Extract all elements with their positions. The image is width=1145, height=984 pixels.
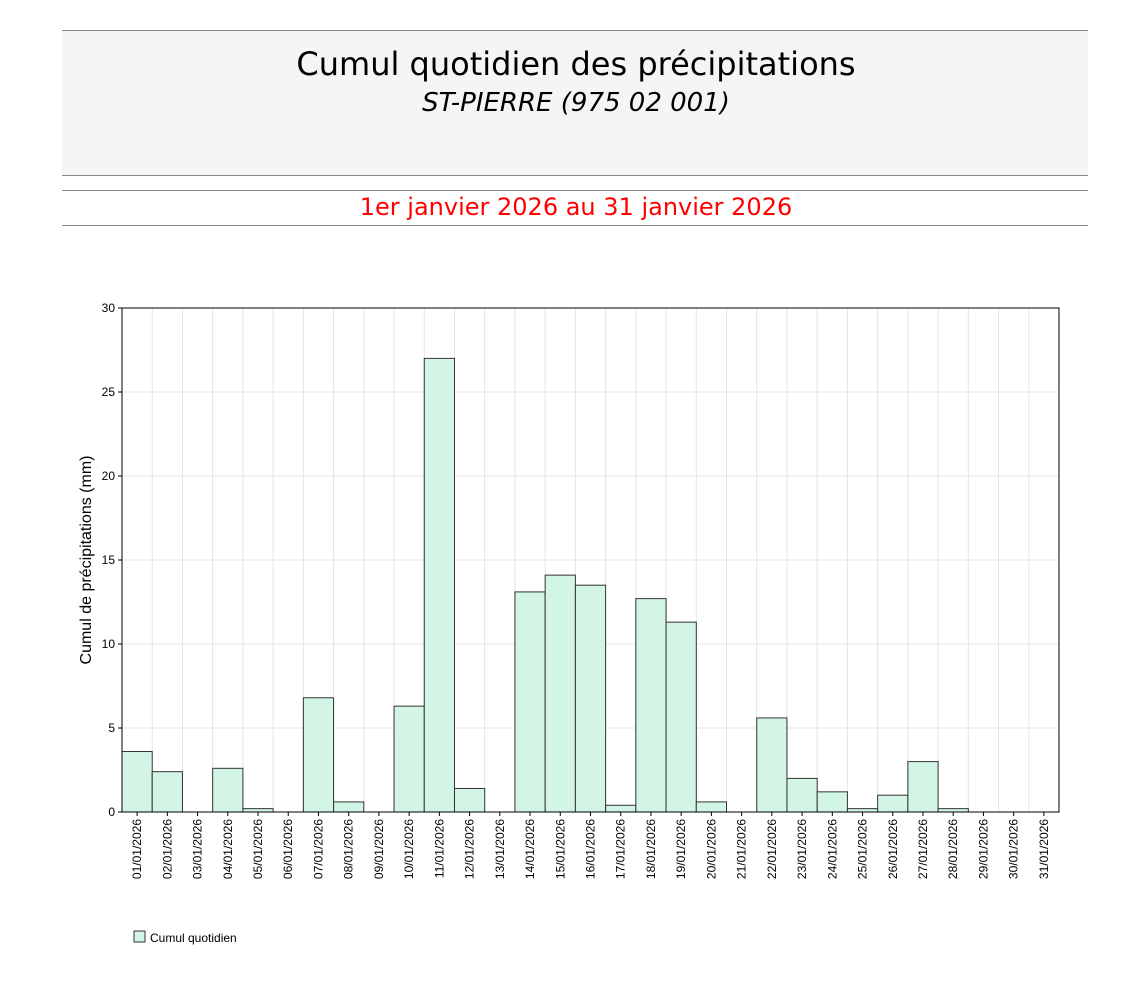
y-tick-label: 25 (102, 385, 116, 399)
header-box (62, 30, 1088, 175)
period: 1er janvier 2026 au 31 janvier 2026 (360, 193, 792, 221)
bar (121, 751, 153, 813)
x-tick-label: 10/01/2026 (402, 819, 416, 879)
x-tick-label: 14/01/2026 (523, 819, 537, 879)
legend-label: Cumul quotidien (150, 931, 237, 945)
x-tick-label: 03/01/2026 (191, 819, 205, 879)
y-tick-label: 10 (102, 637, 116, 651)
x-tick-label: 07/01/2026 (311, 819, 325, 879)
y-tick-label: 15 (102, 553, 116, 567)
x-tick-label: 04/01/2026 (221, 819, 235, 879)
y-tick-label: 30 (102, 301, 116, 315)
bar (756, 717, 788, 813)
y-tick-label: 20 (102, 469, 116, 483)
x-tick-label: 09/01/2026 (372, 819, 386, 879)
x-tick-label: 06/01/2026 (281, 819, 295, 879)
bar (453, 787, 486, 813)
bar (816, 791, 848, 813)
bar (242, 808, 274, 813)
x-tick-label: 05/01/2026 (251, 819, 265, 879)
bar (786, 777, 818, 813)
x-tick-label: 01/01/2026 (130, 819, 144, 879)
x-tick-label: 21/01/2026 (735, 819, 749, 879)
x-tick-label: 25/01/2026 (856, 819, 870, 879)
x-tick-label: 19/01/2026 (674, 819, 688, 879)
legend-swatch (133, 930, 146, 943)
x-tick-label: 31/01/2026 (1037, 819, 1051, 879)
x-tick-label: 23/01/2026 (795, 819, 809, 879)
y-axis-label: Cumul de précipitations (mm) (78, 456, 95, 665)
plot-frame (121, 307, 1060, 813)
bar (302, 697, 335, 813)
x-tick-label: 24/01/2026 (825, 819, 839, 879)
x-tick-label: 27/01/2026 (916, 819, 930, 879)
bar (937, 808, 969, 813)
x-tick-label: 20/01/2026 (704, 819, 718, 879)
x-tick-label: 18/01/2026 (644, 819, 658, 879)
y-tick-label: 5 (108, 721, 115, 735)
x-tick-label: 12/01/2026 (463, 819, 477, 879)
bar (514, 591, 546, 813)
bar (574, 584, 607, 813)
x-tick-label: 30/01/2026 (1007, 819, 1021, 879)
bar (877, 794, 909, 813)
bar (665, 621, 697, 813)
x-tick-label: 17/01/2026 (614, 819, 628, 879)
chart-title: Cumul quotidien des précipitations (296, 45, 855, 83)
x-tick-label: 15/01/2026 (553, 819, 567, 879)
x-tick-label: 16/01/2026 (584, 819, 598, 879)
x-tick-label: 11/01/2026 (432, 819, 446, 878)
bar (695, 801, 728, 813)
x-tick-label: 26/01/2026 (886, 819, 900, 879)
chart-subtitle: ST-PIERRE (975 02 001) (422, 88, 730, 118)
bar (423, 357, 455, 813)
bar (393, 705, 425, 813)
bar (212, 767, 244, 813)
bar (333, 801, 365, 813)
y-tick-label: 0 (108, 805, 115, 819)
bar (151, 771, 183, 813)
x-tick-label: 13/01/2026 (493, 819, 507, 879)
x-tick-label: 02/01/2026 (160, 819, 174, 879)
bar (846, 808, 879, 813)
bar (907, 761, 939, 813)
bar (635, 598, 667, 813)
x-tick-label: 22/01/2026 (765, 819, 779, 879)
bar (544, 574, 576, 813)
x-tick-label: 29/01/2026 (976, 819, 990, 879)
x-tick-label: 08/01/2026 (342, 819, 356, 879)
bar (605, 804, 637, 813)
x-tick-label: 28/01/2026 (946, 819, 960, 879)
